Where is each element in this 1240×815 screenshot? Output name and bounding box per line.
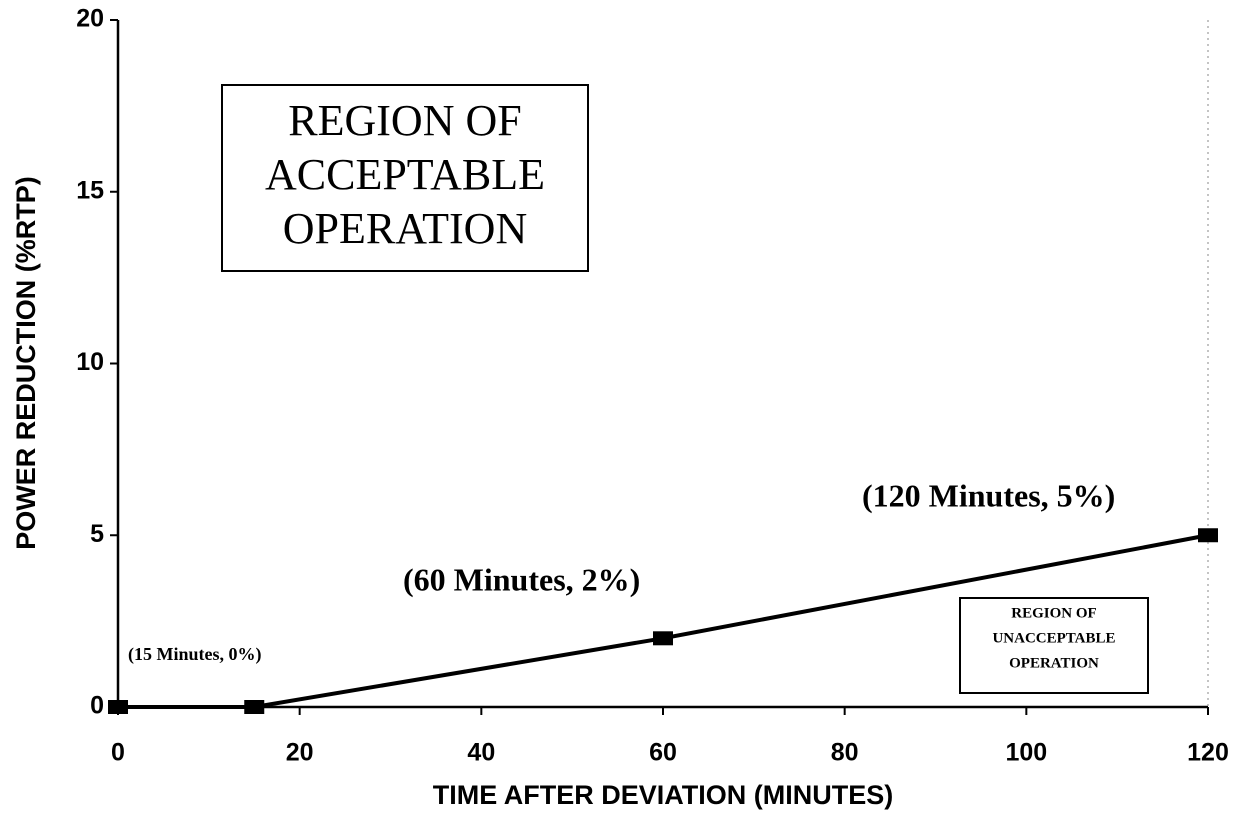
data-marker (1198, 528, 1218, 543)
x-tick-label: 40 (467, 739, 495, 767)
region-box (959, 597, 1149, 694)
y-tick-label: 10 (76, 348, 104, 376)
region-label: UNACCEPTABLE (992, 630, 1115, 646)
data-marker (244, 700, 265, 714)
data-marker (653, 631, 673, 646)
y-tick-label: 20 (76, 5, 104, 33)
y-axis-title: POWER REDUCTION (%RTP) (11, 176, 41, 550)
region-label: ACCEPTABLE (265, 150, 545, 199)
y-tick-label: 5 (90, 520, 104, 548)
y-tick-label: 15 (76, 176, 104, 204)
x-tick-label: 120 (1187, 739, 1229, 767)
x-axis-title: TIME AFTER DEVIATION (MINUTES) (433, 780, 893, 810)
x-tick-label: 80 (831, 739, 859, 767)
annotation: (60 Minutes, 2%) (403, 561, 640, 597)
region-label: OPERATION (283, 204, 527, 253)
data-line (118, 533, 1209, 709)
data-marker (108, 700, 128, 714)
annotation: (120 Minutes, 5%) (862, 477, 1115, 513)
x-tick-label: 20 (286, 739, 314, 767)
region-box (221, 84, 589, 272)
x-tick-label: 100 (1005, 739, 1047, 767)
region-label: REGION OF (288, 96, 521, 145)
y-tick-label: 0 (90, 692, 104, 720)
region-label: OPERATION (1009, 655, 1099, 671)
annotation: (15 Minutes, 0%) (128, 644, 262, 665)
region-label: REGION OF (1011, 605, 1096, 621)
x-tick-label: 0 (111, 739, 125, 767)
x-tick-label: 60 (649, 739, 677, 767)
